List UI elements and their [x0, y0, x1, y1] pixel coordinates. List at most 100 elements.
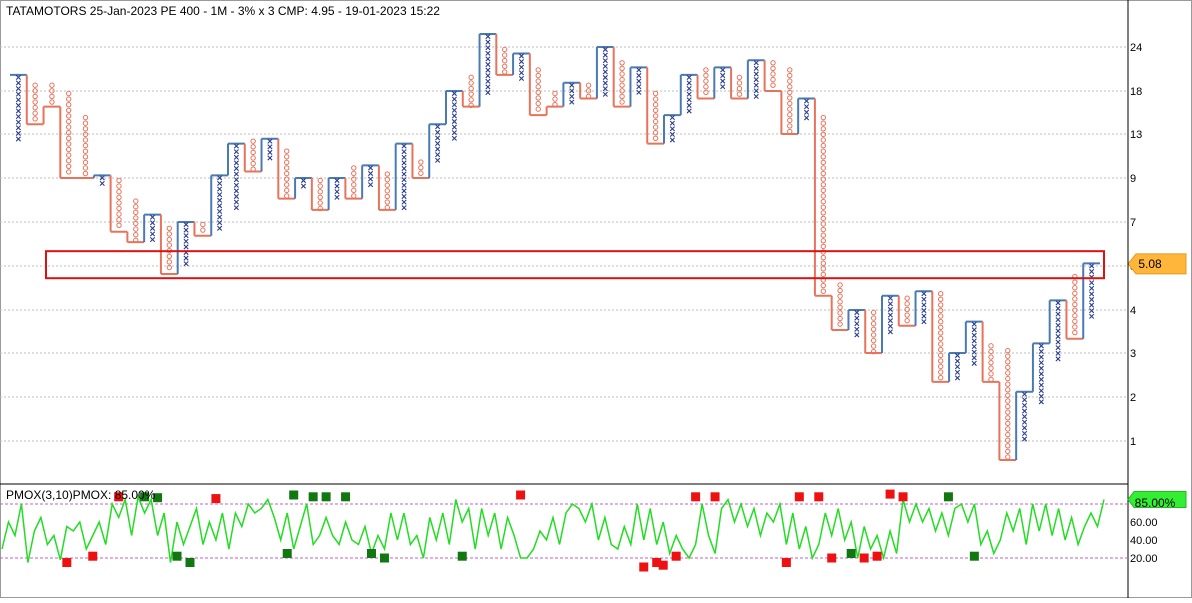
pf-o-mark — [904, 312, 910, 318]
pf-o-mark — [820, 159, 827, 166]
pf-o-mark — [703, 67, 709, 73]
pf-o-mark — [501, 58, 508, 64]
pf-o-mark — [820, 260, 827, 266]
pf-x-mark — [401, 188, 407, 194]
pf-o-mark — [904, 306, 910, 313]
pf-o-mark — [250, 155, 256, 161]
pf-o-mark — [1072, 313, 1078, 319]
pf-o-mark — [1072, 301, 1078, 308]
pf-o-mark — [116, 200, 122, 206]
pf-x-mark — [485, 39, 491, 45]
pf-o-mark — [283, 154, 290, 160]
pf-x-mark — [99, 180, 105, 187]
pf-x-mark — [1055, 345, 1061, 351]
pf-x-mark — [99, 175, 105, 181]
pf-o-column — [619, 60, 625, 105]
pf-o-column — [317, 177, 323, 212]
pf-o-mark — [937, 302, 944, 308]
pf-o-mark — [65, 130, 72, 136]
pf-o-mark — [65, 141, 72, 147]
pf-x-mark — [233, 188, 239, 194]
pf-o-mark — [770, 82, 776, 88]
pf-o-mark — [133, 237, 139, 244]
pf-x-mark — [518, 53, 525, 59]
pf-o-mark — [283, 159, 290, 166]
pf-o-mark — [820, 187, 827, 194]
pf-o-mark — [652, 135, 659, 142]
pf-o-mark — [652, 102, 659, 108]
pf-o-mark — [384, 199, 391, 205]
pf-x-mark — [669, 131, 675, 137]
pf-o-mark — [787, 67, 793, 73]
pf-o-column — [116, 177, 122, 229]
pf-o-mark — [619, 88, 625, 94]
pf-o-mark — [870, 343, 877, 349]
pf-x-mark — [887, 329, 893, 335]
pf-o-column — [937, 291, 944, 381]
pf-x-mark — [15, 80, 21, 86]
pf-o-mark — [116, 189, 122, 195]
pf-x-mark — [854, 326, 860, 332]
pf-x-mark — [15, 85, 21, 92]
pf-o-mark — [837, 293, 843, 299]
pf-o-mark — [837, 287, 843, 294]
pf-x-column — [267, 138, 273, 161]
pf-x-mark — [183, 221, 189, 228]
pf-x-mark — [636, 72, 642, 79]
pf-o-mark — [937, 319, 944, 325]
pf-x-mark — [1021, 397, 1028, 403]
pf-x-mark — [451, 135, 457, 141]
pf-o-mark — [1072, 285, 1078, 291]
pf-x-mark — [1089, 296, 1095, 303]
pf-o-mark — [937, 291, 944, 297]
pf-o-mark — [283, 165, 290, 171]
pf-x-mark — [485, 84, 491, 90]
pf-x-mark — [887, 295, 893, 301]
osc-red-marker — [114, 492, 124, 502]
pf-o-mark — [904, 295, 910, 301]
pf-x-column — [401, 143, 407, 211]
pf-o-mark — [535, 106, 541, 112]
pf-o-mark — [937, 369, 944, 375]
pf-o-mark — [937, 313, 944, 319]
pf-x-mark — [233, 149, 239, 155]
pf-x-mark — [435, 140, 441, 147]
pf-o-mark — [736, 91, 743, 97]
pf-x-mark — [367, 165, 374, 171]
pf-x-mark — [1021, 419, 1028, 425]
osc-red-marker — [885, 489, 895, 499]
osc-green-marker — [185, 558, 195, 567]
pf-o-mark — [418, 170, 424, 176]
pf-x-mark — [217, 220, 223, 226]
pf-x-mark — [720, 78, 726, 84]
pf-o-mark — [619, 65, 625, 72]
pf-x-mark — [854, 321, 860, 327]
pf-o-column — [49, 82, 55, 105]
pf-o-mark — [384, 171, 391, 177]
pf-x-column — [233, 143, 239, 211]
pf-x-mark — [1055, 333, 1061, 340]
pf-x-mark — [233, 205, 239, 211]
pf-o-mark — [468, 102, 474, 109]
pf-x-mark — [217, 225, 223, 231]
osc-y-axis: 20.00 40.00 60.00 — [1130, 517, 1158, 565]
osc-red-marker — [211, 494, 221, 504]
pf-x-mark — [971, 338, 977, 344]
pf-o-mark — [837, 282, 843, 288]
pf-o-mark — [870, 332, 877, 338]
pf-x-mark — [1038, 376, 1044, 383]
pf-o-mark — [820, 215, 827, 222]
pf-x-mark — [300, 183, 307, 189]
pf-x-column — [921, 291, 927, 325]
pf-o-column — [200, 221, 206, 233]
pf-x-mark — [1089, 313, 1095, 319]
pf-o-mark — [1005, 409, 1011, 415]
pf-o-mark — [703, 84, 709, 90]
pf-o-column — [65, 90, 72, 175]
pf-x-column — [971, 321, 977, 366]
pf-o-mark — [988, 376, 994, 383]
pf-o-mark — [619, 82, 625, 88]
pf-o-mark — [585, 93, 592, 100]
pf-x-mark — [636, 78, 642, 84]
